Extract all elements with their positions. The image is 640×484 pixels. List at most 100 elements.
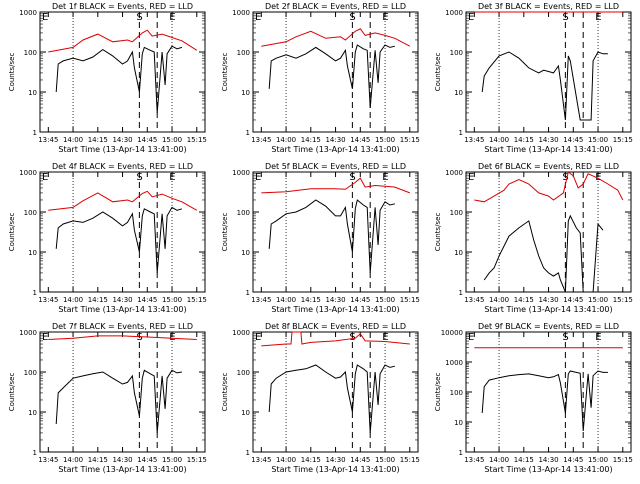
y-tick-label: 100 (24, 209, 37, 217)
x-tick-label: 15:15 (613, 296, 633, 304)
y-axis-label: Counts/sec (434, 213, 442, 252)
y-tick-label: 1 (33, 129, 37, 137)
x-tick-label: 14:45 (350, 296, 370, 304)
panel-det-9: Det 9f BLACK = Events, RED = LLD Counts/s… (434, 322, 633, 474)
interval-marker-e: E (169, 332, 175, 343)
x-tick-label: 15:00 (162, 136, 182, 144)
interval-marker-s: S (562, 172, 568, 183)
x-tick-label: 14:45 (563, 456, 583, 464)
y-tick-label: 10 (241, 249, 250, 257)
interval-marker-e: E (255, 172, 261, 183)
series-events-line (55, 45, 183, 113)
x-tick-label: 14:00 (276, 456, 296, 464)
x-tick-label: 15:15 (187, 456, 207, 464)
series-events-line (268, 199, 396, 273)
y-tick-label: 10 (28, 89, 37, 97)
interval-marker-s: S (562, 12, 568, 23)
interval-marker-e: E (595, 12, 601, 23)
x-tick-label: 14:30 (538, 136, 558, 144)
y-axis-label: Counts/sec (8, 213, 16, 252)
interval-marker-e: E (468, 332, 474, 343)
x-axis-label: Start Time (13-Apr-14 13:41:00) (484, 145, 612, 154)
interval-marker-s: S (349, 12, 355, 23)
x-tick-label: 13:45 (38, 296, 58, 304)
x-tick-label: 15:00 (162, 296, 182, 304)
x-tick-label: 14:00 (489, 456, 509, 464)
y-tick-label: 10 (241, 409, 250, 417)
x-tick-label: 14:00 (276, 296, 296, 304)
y-tick-label: 10000 (441, 329, 463, 337)
x-tick-label: 15:00 (588, 296, 608, 304)
interval-marker-e: E (42, 12, 48, 23)
y-tick-label: 1 (246, 129, 250, 137)
y-tick-label: 100 (237, 369, 250, 377)
x-tick-label: 13:45 (251, 296, 271, 304)
y-tick-label: 1 (246, 449, 250, 457)
y-tick-label: 10 (28, 409, 37, 417)
plot-frame (39, 331, 206, 453)
x-tick-label: 13:45 (464, 456, 484, 464)
interval-marker-e: E (468, 12, 474, 23)
x-axis-label: Start Time (13-Apr-14 13:41:00) (58, 465, 186, 474)
x-tick-label: 14:45 (137, 136, 157, 144)
panel-det-1: Det 1f BLACK = Events, RED = LLD Counts/s… (8, 2, 207, 154)
panel-det-3: Det 3f BLACK = Events, RED = LLD Counts/s… (434, 2, 633, 154)
x-tick-label: 15:00 (588, 136, 608, 144)
y-tick-label: 1000 (19, 169, 37, 177)
interval-marker-s: S (136, 12, 142, 23)
x-axis-label: Start Time (13-Apr-14 13:41:00) (484, 305, 612, 314)
x-tick-label: 14:45 (350, 136, 370, 144)
panel-title: Det 8f BLACK = Events, RED = LLD (265, 322, 406, 331)
interval-marker-e: E (468, 172, 474, 183)
x-tick-label: 14:00 (489, 136, 509, 144)
series-events-line (481, 370, 608, 432)
x-tick-label: 14:15 (514, 296, 534, 304)
x-tick-label: 14:15 (88, 296, 108, 304)
y-tick-label: 1 (33, 449, 37, 457)
x-tick-label: 14:45 (563, 296, 583, 304)
x-tick-label: 13:45 (251, 456, 271, 464)
x-tick-label: 14:45 (137, 296, 157, 304)
y-tick-label: 10 (454, 249, 463, 257)
x-tick-label: 13:45 (38, 456, 58, 464)
panel-title: Det 6f BLACK = Events, RED = LLD (478, 162, 619, 171)
x-tick-label: 14:30 (538, 456, 558, 464)
plot-frame (39, 11, 206, 133)
panel-det-4: Det 4f BLACK = Events, RED = LLD Counts/s… (8, 162, 207, 314)
y-axis-label: Counts/sec (434, 373, 442, 412)
x-tick-label: 15:00 (162, 456, 182, 464)
series-events-line (481, 51, 608, 121)
x-tick-label: 14:15 (514, 456, 534, 464)
panel-title: Det 4f BLACK = Events, RED = LLD (52, 162, 193, 171)
x-tick-label: 13:45 (464, 136, 484, 144)
series-events-line (483, 214, 604, 293)
y-tick-label: 1000 (232, 329, 250, 337)
x-tick-label: 15:00 (375, 296, 395, 304)
x-tick-label: 14:30 (325, 136, 345, 144)
interval-marker-s: S (349, 172, 355, 183)
x-tick-label: 14:00 (63, 456, 83, 464)
x-tick-label: 14:15 (514, 136, 534, 144)
series-lld-line (48, 29, 198, 53)
interval-marker-s: S (136, 172, 142, 183)
y-tick-label: 100 (237, 49, 250, 57)
interval-marker-e: E (382, 172, 388, 183)
x-axis-label: Start Time (13-Apr-14 13:41:00) (271, 305, 399, 314)
x-axis-label: Start Time (13-Apr-14 13:41:00) (271, 465, 399, 474)
interval-marker-e: E (255, 12, 261, 23)
series-events-line (55, 369, 182, 433)
interval-marker-e: E (42, 332, 48, 343)
x-tick-label: 14:30 (112, 456, 132, 464)
x-axis-label: Start Time (13-Apr-14 13:41:00) (58, 145, 186, 154)
interval-marker-s: S (136, 332, 142, 343)
plot-frame (252, 331, 419, 453)
y-axis-label: Counts/sec (8, 53, 16, 92)
x-tick-label: 14:15 (301, 296, 321, 304)
series-lld-line (474, 171, 624, 203)
x-tick-label: 15:15 (400, 136, 420, 144)
y-axis-label: Counts/sec (221, 373, 229, 412)
interval-marker-s: S (562, 332, 568, 343)
x-tick-label: 15:15 (613, 136, 633, 144)
x-tick-label: 15:15 (400, 456, 420, 464)
series-events-line (268, 364, 396, 433)
